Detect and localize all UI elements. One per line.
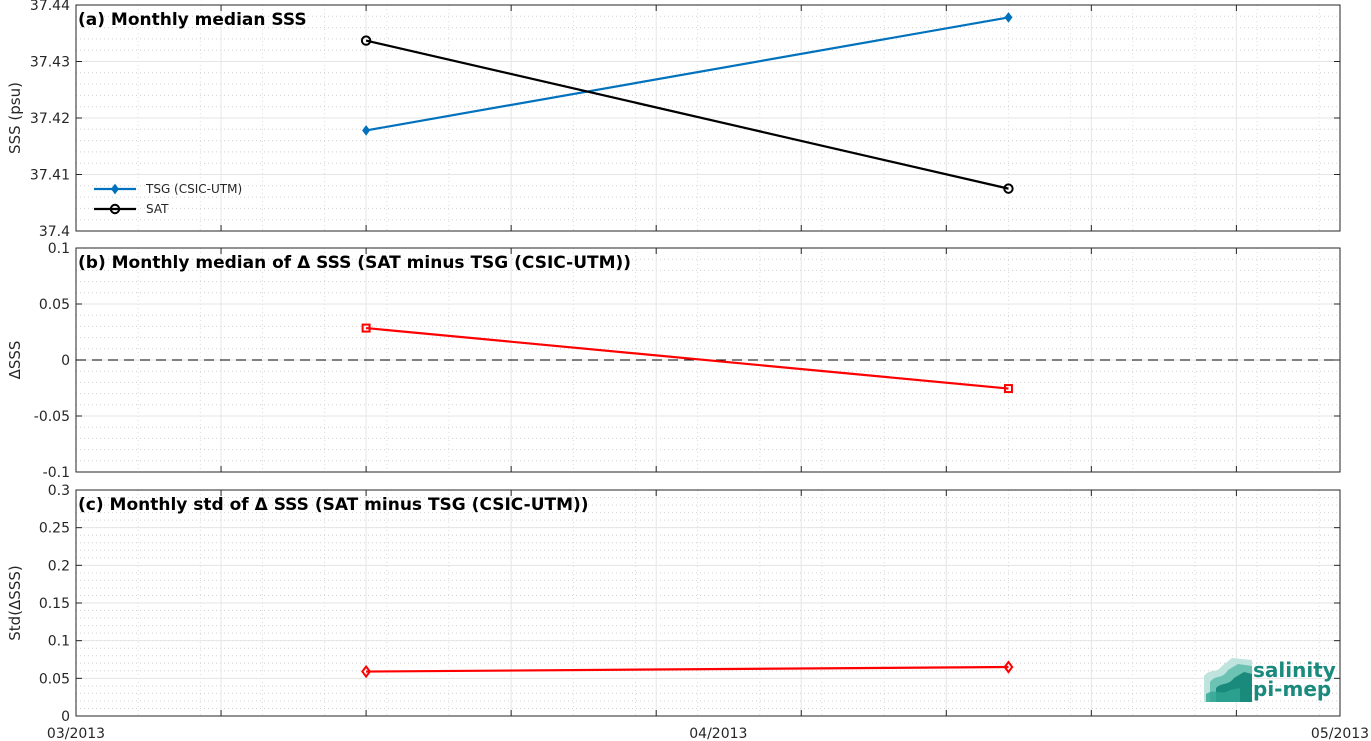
data-point xyxy=(1003,183,1014,194)
series-line xyxy=(365,39,1009,190)
y-tick-label: 37.42 xyxy=(30,111,70,127)
legend-entry: SAT xyxy=(146,202,169,216)
y-tick-label: 37.44 xyxy=(30,0,70,14)
y-axis-label: ΔSSS xyxy=(6,341,24,380)
legend: TSG (CSIC-UTM) SAT xyxy=(94,182,242,216)
data-point xyxy=(361,323,371,333)
panel-a: 37.4 37.41 37.42 37.43 37.44 SSS (psu) (a) Mon… xyxy=(6,0,1341,240)
y-tick-label: -0.05 xyxy=(34,409,70,425)
grid xyxy=(75,4,1340,232)
y-tick-label: 37.41 xyxy=(30,168,70,184)
y-tick-label: 0.1 xyxy=(48,634,70,650)
data-point-filled xyxy=(362,125,371,136)
y-tick-label: 0.3 xyxy=(48,483,70,499)
x-tick-label: 05/2013 xyxy=(1311,726,1369,741)
series-line xyxy=(365,16,1009,132)
data-point xyxy=(1003,660,1014,674)
panel-title: (a) Monthly median SSS xyxy=(78,10,307,30)
data-point xyxy=(361,664,372,679)
x-tick-label: 03/2013 xyxy=(47,726,105,741)
panel-c: 0 0.05 0.1 0.15 0.2 0.25 0.3 03/2013 04/2013 05/2… xyxy=(6,483,1369,741)
y-tick-label: 0.1 xyxy=(48,241,70,257)
series-delta-sss xyxy=(361,323,1013,394)
y-tick-label: 0 xyxy=(61,353,70,369)
panel-title: (b) Monthly median of Δ SSS (SAT minus T… xyxy=(78,253,631,273)
logo-line2: pi-mep xyxy=(1253,677,1331,701)
logo-wave-icon xyxy=(1204,658,1252,702)
y-axis-label: Std(ΔSSS) xyxy=(6,565,24,640)
series-line xyxy=(366,665,1009,673)
x-tick-label: 04/2013 xyxy=(689,726,747,741)
legend-entry: TSG (CSIC-UTM) xyxy=(145,182,242,196)
y-tick-label: 37.4 xyxy=(39,224,70,240)
y-axis-label: SSS (psu) xyxy=(6,82,24,154)
logo-line1: salinity xyxy=(1253,658,1336,682)
panel-title: (c) Monthly std of Δ SSS (SAT minus TSG … xyxy=(78,495,589,515)
series-line xyxy=(365,326,1009,390)
data-point-filled xyxy=(1004,12,1013,23)
y-tick-label: 0.05 xyxy=(39,671,70,687)
series-delta-sss xyxy=(361,660,1014,679)
y-tick-label: 0.2 xyxy=(48,558,70,574)
y-tick-label: -0.1 xyxy=(43,465,70,481)
y-tick-label: 0.05 xyxy=(39,297,70,313)
y-tick-label: 37.43 xyxy=(30,55,70,71)
data-point xyxy=(1003,384,1013,394)
panel-b: -0.1 -0.05 0 0.05 0.1 ΔSSS (b) Monthly median … xyxy=(6,241,1341,481)
y-tick-label: 0.15 xyxy=(39,596,70,612)
y-tick-label: 0 xyxy=(61,709,70,725)
legend-marker-filled xyxy=(111,183,119,195)
salinity-pi-mep-logo: salinity pi-mep xyxy=(1204,658,1336,702)
y-tick-label: 0.25 xyxy=(39,521,70,537)
data-point xyxy=(360,35,372,46)
series-tsg-csic-utm- xyxy=(362,12,1013,136)
legend-marker xyxy=(109,203,121,215)
series-sat xyxy=(360,35,1014,194)
